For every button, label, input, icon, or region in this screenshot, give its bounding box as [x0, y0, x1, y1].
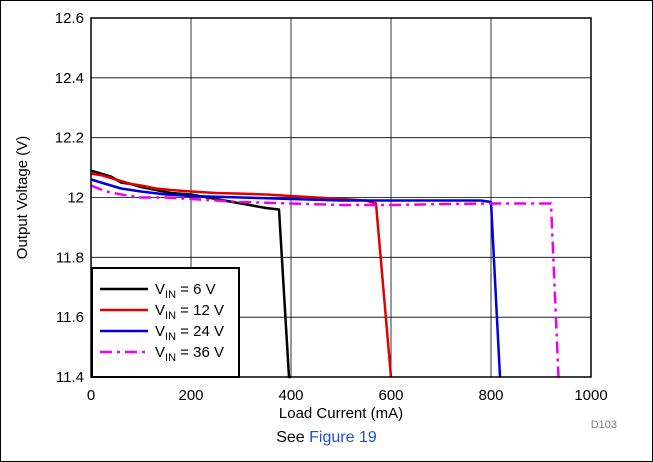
- x-axis-label: Load Current (mA): [279, 405, 403, 422]
- y-axis-label: Output Voltage (V): [14, 136, 31, 259]
- y-tick-label: 11.8: [56, 249, 84, 266]
- y-tick-labels: 12.6 12.4 12.2 12 11.8 11.6 11.4: [55, 10, 84, 386]
- caption-prefix: See: [276, 429, 310, 446]
- y-tick-label: 11.4: [56, 369, 84, 386]
- x-tick-labels: 0 200 400 600 800 1000: [87, 387, 608, 404]
- y-tick-label: 11.6: [56, 309, 84, 326]
- figure-reference-code: D103: [591, 419, 617, 431]
- x-tick-label: 0: [87, 387, 95, 404]
- x-tick-label: 200: [178, 387, 203, 404]
- x-tick-label: 800: [478, 387, 503, 404]
- series-line-4: [90, 184, 560, 378]
- caption: See Figure 19: [1, 429, 652, 447]
- x-tick-label: 400: [278, 387, 303, 404]
- legend-box: [91, 267, 240, 378]
- x-tick-label: 1000: [574, 387, 607, 404]
- series-lines: [90, 169, 560, 379]
- legend-label: VIN = 6 V: [155, 281, 216, 301]
- y-tick-label: 12.6: [55, 10, 84, 27]
- legend-label: VIN = 36 V: [155, 344, 224, 364]
- y-tick-label: 12.4: [55, 70, 84, 87]
- y-tick-label: 12: [67, 190, 84, 207]
- legend-label: VIN = 24 V: [155, 323, 224, 343]
- plot-area-border: [90, 17, 592, 378]
- y-tick-label: 12.2: [55, 130, 84, 147]
- x-tick-label: 600: [378, 387, 403, 404]
- legend-label: VIN = 12 V: [155, 302, 224, 322]
- figure-link[interactable]: Figure 19: [309, 429, 377, 446]
- series-line-3: [90, 178, 502, 378]
